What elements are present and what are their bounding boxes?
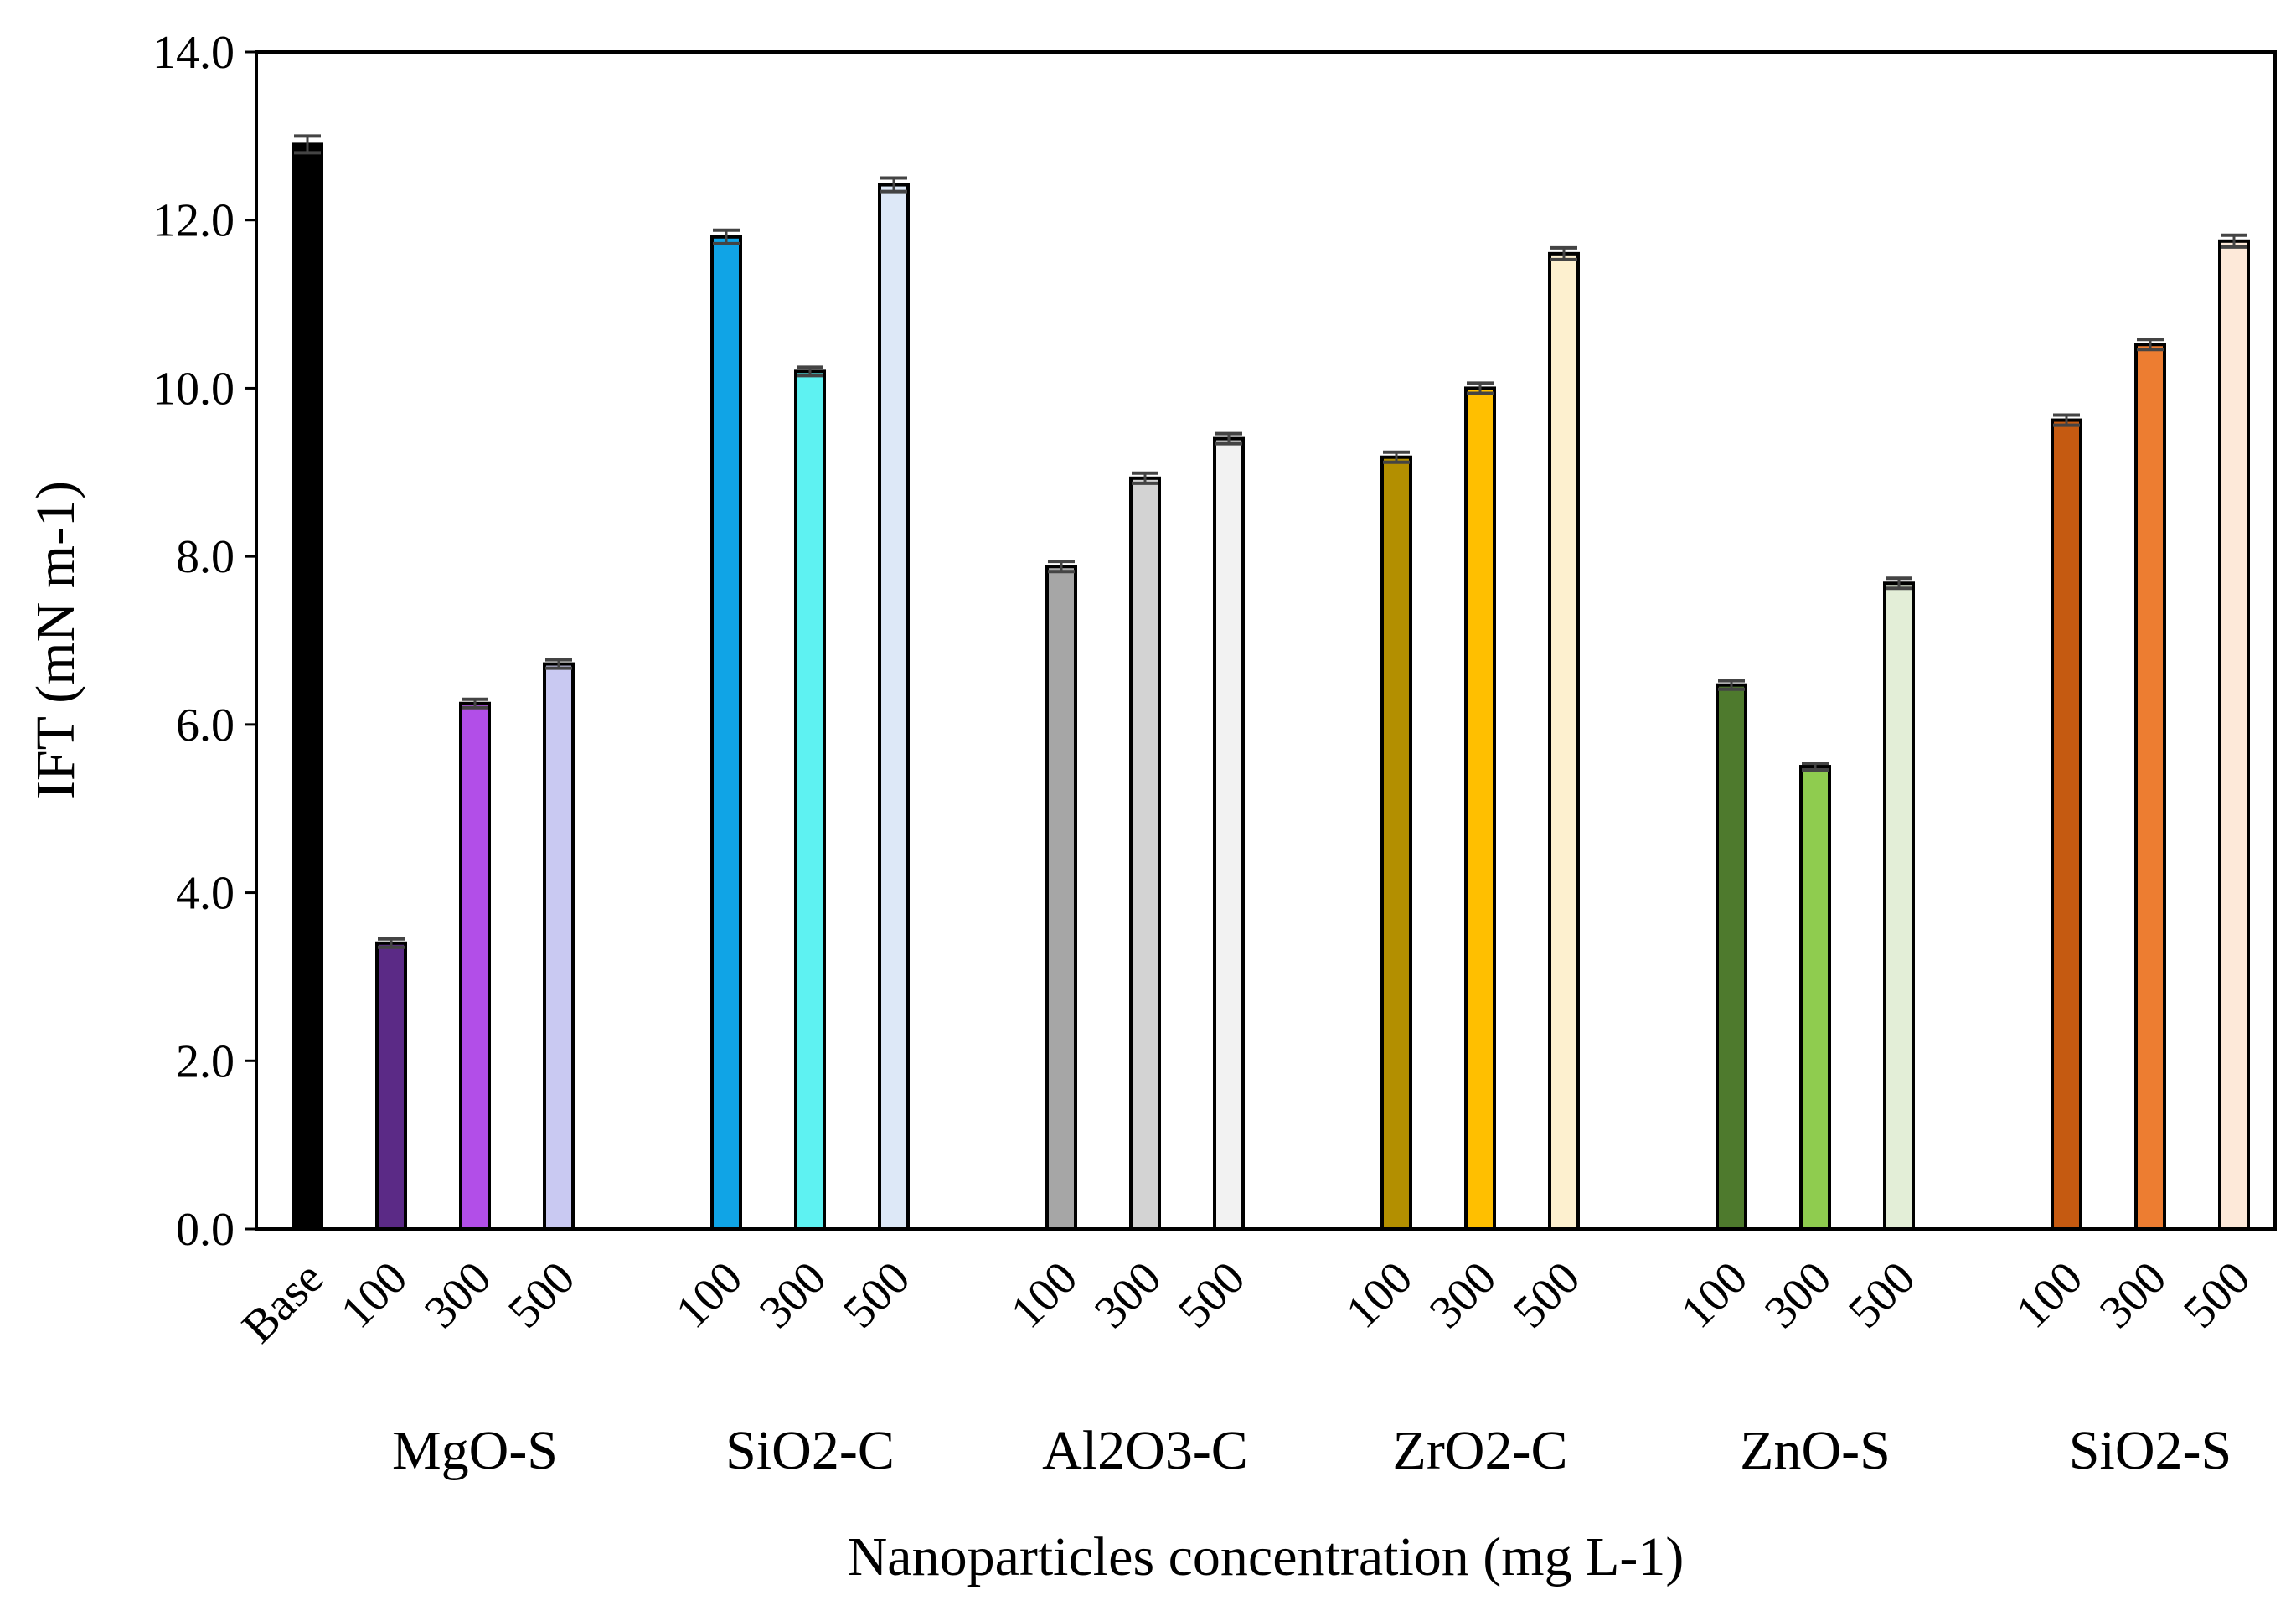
bar [1380, 455, 1412, 1231]
group-label: ZnO-S [1740, 1420, 1891, 1481]
bar [1799, 765, 1831, 1231]
bar [1045, 565, 1077, 1231]
category-label: 300 [415, 1252, 501, 1338]
bar [878, 183, 910, 1231]
group-label: ZrO2-C [1393, 1420, 1568, 1481]
category-label: 500 [498, 1252, 585, 1338]
category-label: 100 [666, 1252, 752, 1338]
category-label: 300 [2090, 1252, 2176, 1338]
category-label: 500 [833, 1252, 920, 1338]
bar [1464, 386, 1496, 1231]
category-label: 300 [750, 1252, 836, 1338]
bar [292, 142, 323, 1231]
category-label: 300 [1420, 1252, 1506, 1338]
bar [543, 662, 575, 1231]
bar [459, 701, 491, 1231]
plot-area [255, 50, 2277, 1231]
y-tick-label: 14.0 [152, 27, 235, 79]
y-tick-label: 10.0 [152, 363, 235, 415]
bar [2051, 418, 2082, 1231]
bar [1716, 683, 1747, 1231]
y-tick-label: 6.0 [176, 700, 235, 751]
bar [1213, 436, 1245, 1231]
bar [710, 235, 742, 1231]
bars [292, 134, 2250, 1231]
category-label: 100 [2006, 1252, 2092, 1338]
category-label: 100 [1001, 1252, 1087, 1338]
group-label: MgO-S [392, 1420, 558, 1481]
category-label: 100 [331, 1252, 417, 1338]
bar [1548, 251, 1580, 1231]
y-axis-title: IFT (mN m-1) [25, 481, 86, 799]
bar [2134, 343, 2166, 1231]
y-tick-label: 4.0 [176, 868, 235, 920]
bar [794, 369, 826, 1231]
x-axis-title: Nanoparticles concentration (mg L-1) [848, 1526, 1685, 1588]
bar [1129, 476, 1161, 1231]
category-label: 300 [1085, 1252, 1171, 1338]
bar [375, 941, 407, 1231]
bar [2218, 239, 2250, 1231]
y-axis: 0.0 2.0 4.0 6.0 8.0 10.0 12.0 14.0 [152, 27, 256, 1256]
category-label: 500 [1839, 1252, 1925, 1338]
category-label: Base [232, 1252, 333, 1353]
y-tick-label: 8.0 [176, 531, 235, 583]
category-label: 500 [2174, 1252, 2260, 1338]
group-label: SiO2-C [725, 1420, 895, 1481]
category-label: 100 [1671, 1252, 1757, 1338]
category-label: 500 [1169, 1252, 1255, 1338]
y-tick-label: 12.0 [152, 195, 235, 247]
x-axis: Base100300500MgO-S100300500SiO2-C1003005… [232, 1252, 2260, 1481]
category-label: 100 [1336, 1252, 1422, 1338]
bar [1883, 581, 1915, 1231]
category-label: 500 [1504, 1252, 1590, 1338]
group-label: Al2O3-C [1042, 1420, 1248, 1481]
y-tick-label: 0.0 [176, 1204, 235, 1256]
category-label: 300 [1755, 1252, 1841, 1338]
group-label: SiO2-S [2069, 1420, 2232, 1481]
y-tick-label: 2.0 [176, 1035, 235, 1087]
